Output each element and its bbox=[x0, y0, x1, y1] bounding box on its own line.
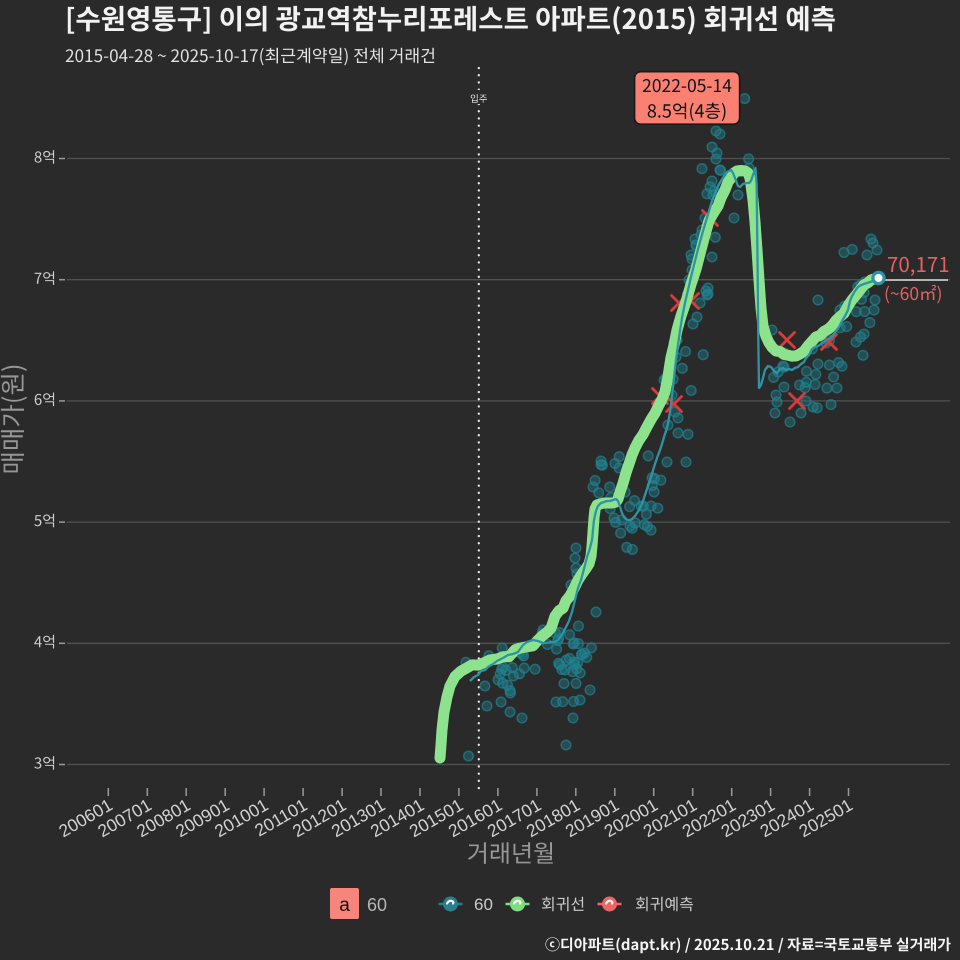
svg-text:a: a bbox=[339, 895, 350, 916]
svg-text:60: 60 bbox=[474, 895, 493, 914]
svg-text:60: 60 bbox=[367, 895, 387, 915]
